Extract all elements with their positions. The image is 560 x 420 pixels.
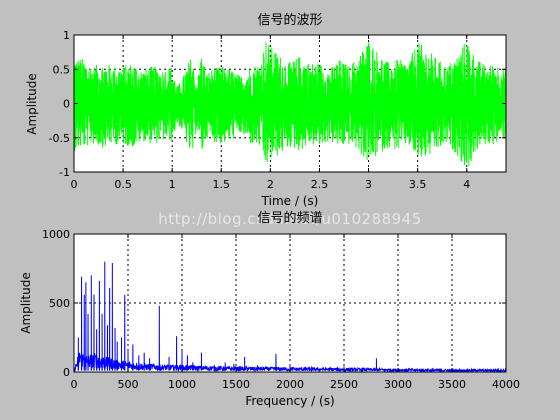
- waveform-chart: 0 0.5 1 1.5 2 2.5 3 3.5 4 -1 -0.5 0 0.5 1 信号的波形 Time …: [25, 12, 507, 208]
- waveform-xtick-label: 2.5: [311, 178, 329, 191]
- spectrum-ytick-label: 0: [63, 366, 70, 379]
- waveform-xtick-label: 3: [365, 178, 372, 191]
- waveform-ytick-label: -0.5: [49, 132, 70, 145]
- spectrum-xtick-label: 0: [71, 378, 78, 391]
- spectrum-xtick-label: 500: [118, 378, 139, 391]
- spectrum-xtick-label: 1000: [168, 378, 196, 391]
- waveform-xtick-label: 2: [267, 178, 274, 191]
- watermark-text: http://blog.csdn.net/u010288945: [158, 210, 422, 228]
- waveform-xtick-label: 1.5: [213, 178, 231, 191]
- waveform-xtick-label: 0.5: [114, 178, 132, 191]
- waveform-xtick-label: 0: [71, 178, 78, 191]
- waveform-xtick-label: 3.5: [409, 178, 427, 191]
- waveform-xlabel: Time / (s): [261, 194, 319, 208]
- waveform-ticks: 0 0.5 1 1.5 2 2.5 3 3.5 4 -1 -0.5 0 0.5 1: [49, 29, 506, 191]
- spectrum-xtick-label: 3500: [438, 378, 466, 391]
- waveform-signal: [73, 42, 507, 167]
- waveform-ytick-label: 0.5: [53, 63, 71, 76]
- spectrum-xtick-label: 3000: [384, 378, 412, 391]
- spectrum-xtick-label: 2500: [330, 378, 358, 391]
- waveform-xtick-label: 4: [463, 178, 470, 191]
- spectrum-ytick-label: 1000: [42, 228, 70, 241]
- spectrum-ylabel: Amplitude: [19, 272, 33, 334]
- spectrum-ticks: 0 500 1000 1500 2000 2500 3000 3500 4000 0 500 1000: [42, 228, 520, 391]
- spectrum-xtick-label: 1500: [222, 378, 250, 391]
- waveform-xtick-label: 1: [169, 178, 176, 191]
- spectrum-chart: 0 500 1000 1500 2000 2500 3000 3500 4000 0 500 1000…: [19, 210, 520, 408]
- waveform-ylabel: Amplitude: [25, 73, 39, 135]
- spectrum-xlabel: Frequency / (s): [245, 394, 334, 408]
- waveform-ytick-label: 0: [63, 98, 70, 111]
- waveform-ytick-label: 1: [63, 29, 70, 42]
- waveform-title: 信号的波形: [257, 12, 322, 28]
- spectrum-grid: [74, 234, 506, 372]
- spectrum-title: 信号的频谱: [257, 210, 322, 226]
- spectrum-ytick-label: 500: [49, 297, 70, 310]
- waveform-ytick-label: -1: [59, 166, 70, 179]
- spectrum-signal: [73, 261, 507, 374]
- spectrum-xtick-label: 4000: [492, 378, 520, 391]
- spectrum-xtick-label: 2000: [276, 378, 304, 391]
